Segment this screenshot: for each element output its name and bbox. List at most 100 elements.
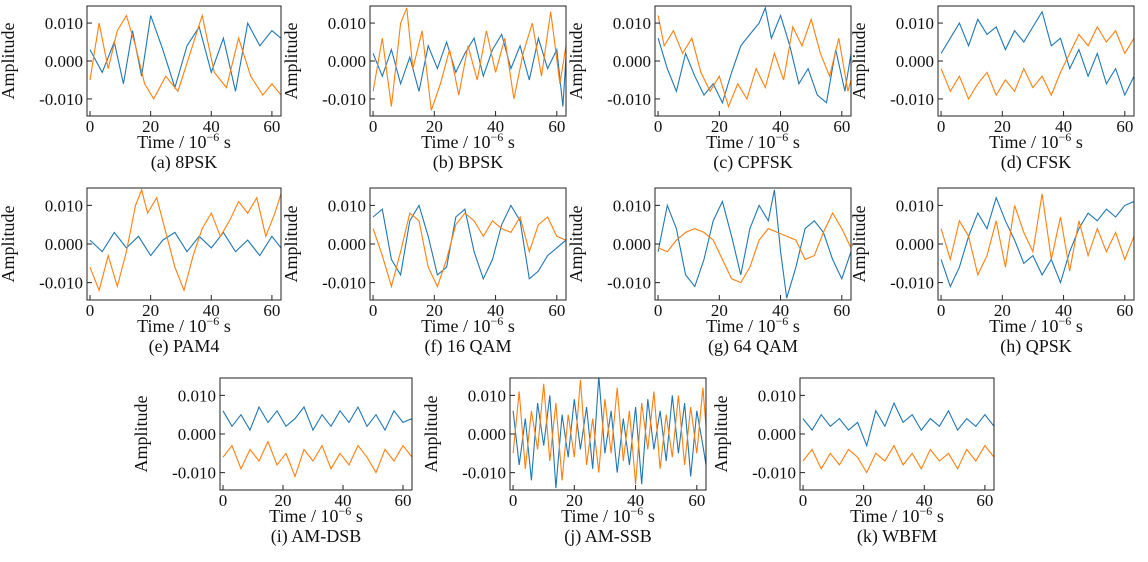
series-line-1 xyxy=(657,189,851,299)
y-axis-label: Amplitude xyxy=(849,205,869,282)
subplot-7: 0 20 40 60 -0.010 0.000 0.010 Amplitude Time / 1… xyxy=(566,187,852,357)
series-line-2 xyxy=(802,444,994,474)
x-axis-label: Time / 10−6 s xyxy=(706,130,800,152)
x-tick-label: 20 xyxy=(994,117,1011,136)
x-tick-label: 60 xyxy=(833,301,850,320)
series-line-1 xyxy=(940,10,1134,97)
y-tick-label: 0.010 xyxy=(45,14,83,33)
axes-frame xyxy=(86,5,282,117)
subplot-11: 0 20 40 60 -0.010 0.000 0.010 Amplitude Time / 1… xyxy=(711,377,995,547)
y-tick-label: 0.010 xyxy=(758,386,796,405)
y-axis-label: Amplitude xyxy=(849,22,869,99)
y-tick-label: -0.010 xyxy=(607,274,651,293)
x-tick-label: 40 xyxy=(772,117,789,136)
axes-frame xyxy=(369,187,567,301)
y-tick-label: 0.000 xyxy=(896,52,934,71)
x-tick-label: 20 xyxy=(566,491,583,510)
x-tick-label: 40 xyxy=(203,117,220,136)
y-tick-label: -0.010 xyxy=(322,274,366,293)
x-tick-label: 60 xyxy=(833,117,850,136)
x-tick-label: 20 xyxy=(426,117,443,136)
x-tick-label: 60 xyxy=(548,117,565,136)
y-tick-label: 0.010 xyxy=(328,196,366,215)
y-tick-label: -0.010 xyxy=(172,464,216,483)
x-tick-label: 0 xyxy=(509,491,518,510)
x-axis-label: Time / 10−6 s xyxy=(137,314,231,336)
series-line-2 xyxy=(940,193,1134,277)
axes-frame xyxy=(799,377,995,491)
series-line-2 xyxy=(372,212,566,289)
x-axis-label: Time / 10−6 s xyxy=(137,130,231,152)
y-tick-label: -0.010 xyxy=(39,274,83,293)
series-line-1 xyxy=(657,6,851,105)
y-axis-label: Amplitude xyxy=(566,22,586,99)
series-line-2 xyxy=(222,440,412,479)
y-tick-label: 0.010 xyxy=(45,196,83,215)
y-tick-label: -0.010 xyxy=(39,90,83,109)
y-tick-label: 0.000 xyxy=(328,52,366,71)
x-tick-label: 60 xyxy=(688,491,705,510)
y-tick-label: 0.010 xyxy=(613,196,651,215)
x-tick-label: 0 xyxy=(219,491,228,510)
y-tick-label: 0.010 xyxy=(178,386,216,405)
series-line-2 xyxy=(89,188,281,293)
y-tick-label: -0.010 xyxy=(890,274,934,293)
x-tick-label: 20 xyxy=(426,301,443,320)
subplot-caption: (c) CPFSK xyxy=(713,152,793,173)
y-tick-label: -0.010 xyxy=(322,90,366,109)
x-tick-label: 40 xyxy=(1055,301,1072,320)
y-axis-label: Amplitude xyxy=(0,205,18,282)
x-tick-label: 40 xyxy=(487,301,504,320)
x-axis-label: Time / 10−6 s xyxy=(269,504,363,526)
x-tick-label: 0 xyxy=(369,117,378,136)
y-tick-label: 0.000 xyxy=(328,235,366,254)
y-tick-label: 0.000 xyxy=(45,52,83,71)
y-tick-label: 0.000 xyxy=(468,425,506,444)
x-tick-label: 0 xyxy=(937,117,946,136)
subplot-2: 0 20 40 60 -0.010 0.000 0.010 Amplitude Time / 1… xyxy=(281,5,567,173)
y-tick-label: 0.010 xyxy=(896,196,934,215)
series-line-2 xyxy=(657,211,851,284)
y-tick-label: 0.000 xyxy=(178,425,216,444)
subplot-caption: (b) BPSK xyxy=(433,152,504,173)
y-tick-label: 0.010 xyxy=(468,386,506,405)
y-axis-label: Amplitude xyxy=(281,205,301,282)
series-line-2 xyxy=(657,15,851,109)
series-line-1 xyxy=(512,378,706,489)
y-tick-label: 0.000 xyxy=(613,235,651,254)
x-tick-label: 40 xyxy=(487,117,504,136)
axes-frame xyxy=(654,187,852,301)
y-tick-label: -0.010 xyxy=(607,90,651,109)
series-line-1 xyxy=(802,401,994,448)
series-line-1 xyxy=(89,231,281,257)
subplot-10: 0 20 40 60 -0.010 0.000 0.010 Amplitude Time / 1… xyxy=(421,377,707,547)
y-tick-label: 0.000 xyxy=(45,235,83,254)
subplot-caption: (d) CFSK xyxy=(1001,152,1072,173)
subplot-caption: (e) PAM4 xyxy=(149,336,220,357)
x-tick-label: 20 xyxy=(275,491,292,510)
y-tick-label: 0.010 xyxy=(613,14,651,33)
x-axis-label: Time / 10−6 s xyxy=(706,314,800,336)
x-tick-label: 20 xyxy=(142,301,159,320)
x-tick-label: 60 xyxy=(548,301,565,320)
subplot-8: 0 20 40 60 -0.010 0.000 0.010 Amplitude Time / 1… xyxy=(849,187,1135,357)
x-tick-label: 60 xyxy=(263,301,280,320)
x-tick-label: 60 xyxy=(976,491,993,510)
x-axis-label: Time / 10−6 s xyxy=(850,504,944,526)
y-axis-label: Amplitude xyxy=(131,395,151,472)
series-line-2 xyxy=(512,379,706,485)
x-tick-label: 60 xyxy=(1116,301,1133,320)
y-axis-label: Amplitude xyxy=(711,395,731,472)
series-line-1 xyxy=(89,15,281,92)
x-tick-label: 40 xyxy=(335,491,352,510)
x-axis-label: Time / 10−6 s xyxy=(989,130,1083,152)
subplot-3: 0 20 40 60 -0.010 0.000 0.010 Amplitude Time / 1… xyxy=(566,5,852,173)
x-tick-label: 0 xyxy=(369,301,378,320)
x-tick-label: 20 xyxy=(855,491,872,510)
axes-frame xyxy=(937,187,1135,301)
y-axis-label: Amplitude xyxy=(0,22,18,99)
x-tick-label: 20 xyxy=(142,117,159,136)
x-tick-label: 0 xyxy=(654,117,663,136)
subplot-4: 0 20 40 60 -0.010 0.000 0.010 Amplitude Time / 1… xyxy=(849,5,1135,173)
subplot-caption: (a) 8PSK xyxy=(151,152,218,173)
